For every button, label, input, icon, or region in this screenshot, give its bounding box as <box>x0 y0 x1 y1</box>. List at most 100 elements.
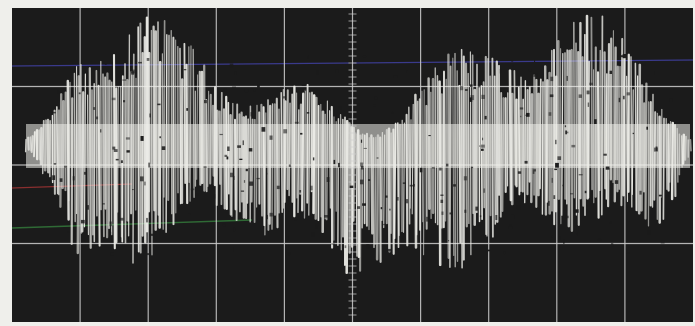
trace-speckle <box>299 190 302 193</box>
trace-speckle <box>362 55 367 58</box>
trace-stroke <box>158 60 162 229</box>
trace-stroke <box>409 119 412 209</box>
trace-speckle <box>234 71 237 75</box>
trace-stroke <box>211 104 215 177</box>
trace-speckle <box>481 148 484 151</box>
trace-speckle <box>548 200 550 206</box>
trace-stroke <box>165 34 168 233</box>
trace-speckle <box>269 135 273 140</box>
trace-stroke <box>530 93 534 204</box>
trace-speckle <box>223 88 227 92</box>
trace-speckle <box>67 231 71 233</box>
trace-speckle <box>146 217 149 223</box>
trace-stroke <box>170 30 173 215</box>
trace-stroke <box>513 69 517 186</box>
trace-stroke <box>268 104 272 225</box>
trace-speckle <box>80 219 85 224</box>
trace-stroke <box>545 79 549 203</box>
trace-speckle <box>232 86 236 90</box>
trace-speckle <box>464 89 468 91</box>
trace-speckle <box>138 61 142 64</box>
trace-speckle <box>499 68 502 74</box>
trace-speckle <box>543 250 546 253</box>
trace-speckle <box>563 239 565 244</box>
trace-speckle <box>227 146 230 151</box>
trace-speckle <box>597 238 602 241</box>
trace-stroke <box>107 79 111 230</box>
trace-speckle <box>59 178 63 182</box>
trace-speckle <box>495 215 498 220</box>
trace-stroke <box>297 109 300 214</box>
trace-speckle <box>477 83 481 88</box>
trace-stroke <box>196 74 199 180</box>
trace-speckle <box>402 182 406 184</box>
trace-speckle <box>222 223 226 225</box>
trace-stroke <box>501 97 505 212</box>
trace-stroke <box>264 112 267 236</box>
trace-speckle <box>222 223 226 227</box>
trace-speckle <box>648 94 651 96</box>
trace-stroke <box>561 52 564 216</box>
trace-stroke <box>250 118 254 203</box>
trace-stroke <box>572 21 576 199</box>
trace-speckle <box>288 164 291 167</box>
trace-speckle <box>669 98 673 102</box>
trace-speckle <box>605 166 610 170</box>
trace-speckle <box>96 116 99 120</box>
trace-speckle <box>481 94 485 99</box>
trace-speckle <box>508 226 513 230</box>
trace-stroke <box>469 51 472 256</box>
trace-speckle <box>589 82 593 85</box>
trace-stroke <box>130 70 133 215</box>
trace-speckle <box>603 153 607 156</box>
trace-stroke <box>585 14 589 200</box>
trace-speckle <box>464 209 467 213</box>
trace-speckle <box>578 174 583 176</box>
trace-speckle <box>224 154 228 157</box>
trace-speckle <box>286 236 289 241</box>
trace-stroke <box>651 93 654 208</box>
trace-stroke <box>218 110 222 185</box>
trace-speckle <box>109 221 112 227</box>
trace-speckle <box>459 86 464 91</box>
trace-speckle <box>312 157 315 161</box>
trace-stroke <box>192 48 195 199</box>
trace-speckle <box>360 179 364 185</box>
trace-stroke <box>38 129 41 161</box>
trace-stroke <box>383 134 386 229</box>
trace-speckle <box>229 63 234 68</box>
trace-speckle <box>93 107 96 110</box>
trace-speckle <box>140 176 144 182</box>
trace-speckle <box>512 64 514 67</box>
trace-stroke <box>303 89 307 219</box>
trace-speckle <box>226 156 229 160</box>
trace-speckle <box>122 79 127 81</box>
trace-speckle <box>532 169 535 174</box>
trace-stroke <box>471 54 474 215</box>
trace-stroke <box>557 39 561 200</box>
trace-speckle <box>248 148 253 152</box>
trace-speckle <box>642 64 646 66</box>
trace-stroke <box>689 138 692 152</box>
trace-stroke <box>414 93 418 249</box>
trace-speckle <box>564 125 567 128</box>
trace-stroke <box>27 136 30 151</box>
trace-speckle <box>146 253 150 256</box>
trace-stroke <box>370 134 374 235</box>
trace-speckle <box>481 234 484 237</box>
trace-speckle <box>479 145 481 147</box>
trace-stroke <box>421 90 424 223</box>
trace-speckle <box>144 181 146 186</box>
trace-speckle <box>565 130 567 135</box>
waveform-display <box>12 8 693 322</box>
trace-speckle <box>637 247 639 253</box>
trace-speckle <box>470 166 474 169</box>
trace-stroke <box>95 69 98 217</box>
trace-speckle <box>373 104 377 107</box>
trace-speckle <box>53 163 57 165</box>
trace-speckle <box>503 251 506 255</box>
trace-speckle <box>331 243 335 245</box>
trace-stroke <box>345 119 349 274</box>
trace-speckle <box>511 214 515 220</box>
trace-stroke <box>30 135 34 153</box>
